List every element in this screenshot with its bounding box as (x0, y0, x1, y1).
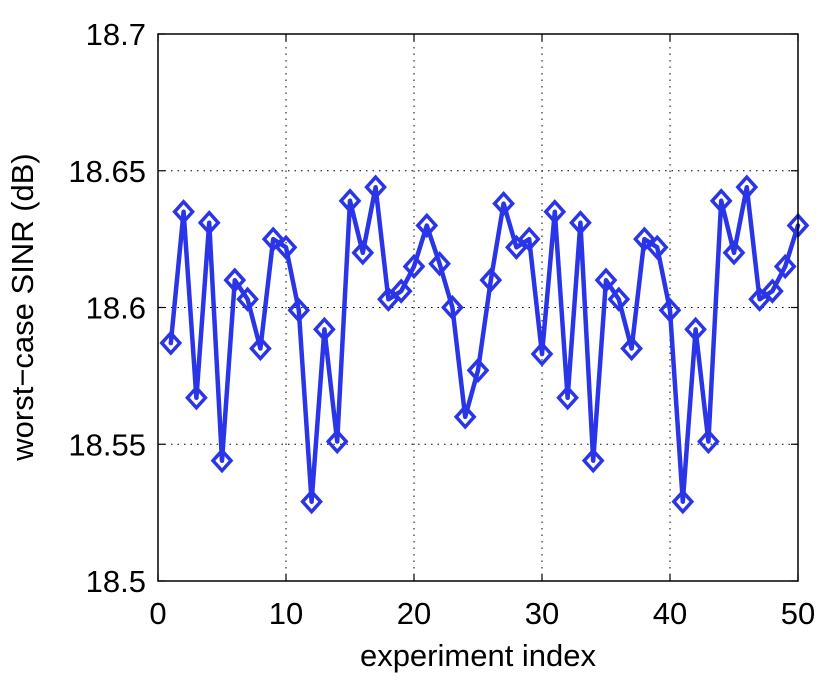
data-point-marker (389, 278, 413, 304)
data-point-marker (287, 297, 311, 323)
data-point-marker (236, 286, 259, 312)
data-point-marker (453, 404, 477, 430)
x-axis-label: experiment index (360, 638, 597, 673)
x-tick-labels: 0 10 20 30 40 50 (149, 596, 815, 631)
data-point-marker (210, 448, 234, 474)
data-point-marker (530, 341, 554, 367)
y-tick-label: 18.5 (86, 564, 146, 599)
data-point-marker (684, 316, 707, 342)
data-point-marker (261, 226, 285, 252)
data-point-marker (185, 385, 208, 411)
data-point-marker (722, 240, 746, 266)
data-point-marker (492, 190, 515, 217)
data-point-marker (274, 234, 298, 260)
x-tick-label: 30 (525, 596, 559, 631)
series-line (168, 184, 801, 504)
data-point-marker (633, 226, 656, 252)
data-point-marker (607, 286, 631, 312)
x-tick-label: 10 (269, 596, 303, 631)
data-point-marker (159, 330, 183, 356)
y-tick-labels: 18.5 18.55 18.6 18.65 18.7 (68, 17, 146, 599)
data-point-marker (735, 174, 759, 200)
data-point-marker (364, 174, 387, 200)
data-point-marker (223, 267, 247, 293)
data-point-marker (569, 210, 592, 236)
data-point-marker (517, 226, 541, 252)
data-point-marker (415, 212, 439, 239)
data-point-marker (581, 448, 605, 474)
data-point-marker (697, 428, 720, 455)
data-point-marker (441, 294, 464, 321)
data-point-marker (338, 188, 362, 214)
data-point-marker (620, 335, 643, 362)
y-axis-label: worst−case SINR (dB) (5, 153, 40, 462)
x-tick-label: 20 (397, 596, 431, 631)
data-point-marker (773, 253, 797, 280)
series-layer (159, 174, 810, 515)
data-point-marker (594, 267, 618, 293)
data-point-marker (197, 210, 221, 236)
data-point-marker (761, 278, 784, 304)
data-point-marker (658, 297, 682, 323)
data-point-marker (172, 199, 195, 225)
data-point-marker (709, 188, 733, 214)
data-point-marker (466, 357, 490, 384)
y-tick-label: 18.65 (68, 154, 146, 189)
plot-frame (157, 33, 799, 582)
data-point-marker (645, 234, 669, 260)
data-point-marker (300, 489, 323, 515)
data-point-marker (479, 267, 503, 293)
data-point-marker (325, 428, 349, 455)
data-point-marker (428, 251, 451, 277)
data-point-marker (351, 240, 375, 266)
x-tick-label: 40 (653, 596, 687, 631)
data-point-marker (402, 253, 426, 280)
data-point-marker (671, 489, 695, 515)
data-point-marker (249, 335, 272, 362)
data-point-marker (543, 199, 567, 225)
y-tick-label: 18.6 (86, 291, 146, 326)
x-tick-label: 50 (781, 596, 815, 631)
data-point-marker (556, 385, 579, 411)
y-tick-label: 18.55 (68, 427, 146, 462)
x-tick-label: 0 (149, 596, 166, 631)
y-tick-label: 18.7 (86, 17, 146, 52)
data-point-marker (313, 316, 336, 342)
